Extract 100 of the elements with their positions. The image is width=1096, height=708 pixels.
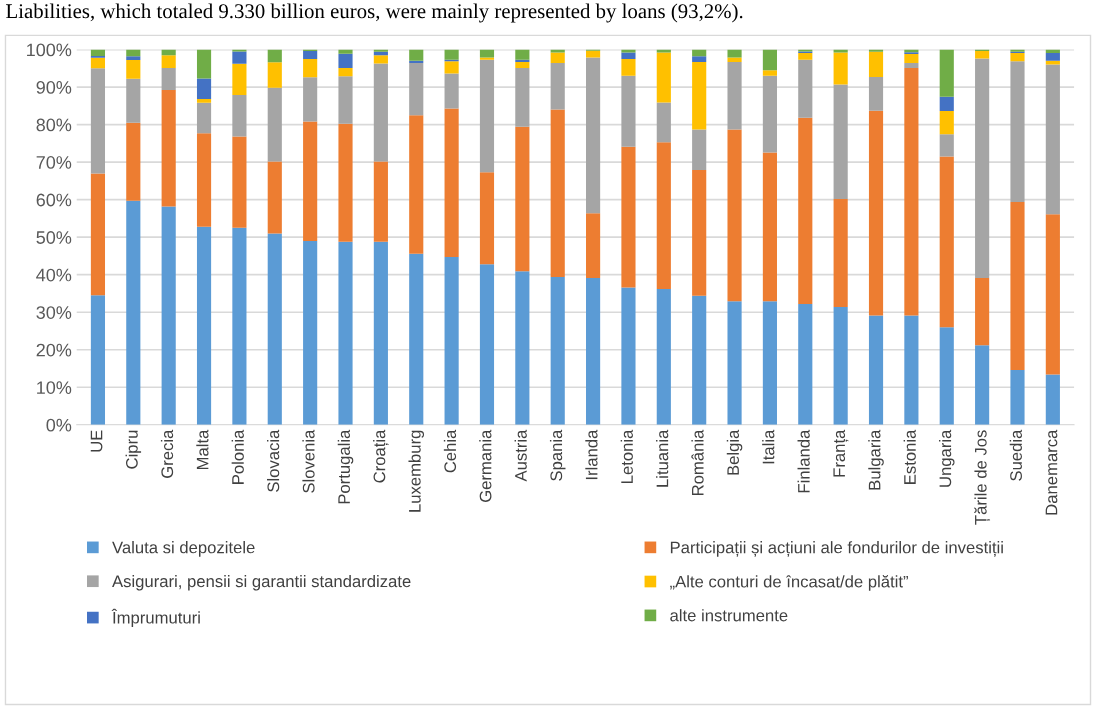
bar [90,57,106,69]
bar [338,76,353,124]
bar [161,55,176,68]
bar [232,227,247,425]
x-tick-label: Spania [549,429,566,481]
x-tick-label: Italia [762,429,775,464]
bar [833,52,848,85]
legend-label: Participații și acțiuni ale fondurilor de investiții [670,541,1003,557]
bar [303,240,318,425]
bar [904,63,919,68]
bar [798,52,813,60]
bar [833,84,848,199]
bar [515,67,530,127]
bar [550,276,565,425]
legend-label: „Alte conturi de încasat/de plătit” [670,575,908,591]
bar [126,78,141,123]
x-tick-label: Cipru [125,430,142,469]
bar [232,63,247,95]
bar [515,61,530,68]
bar [833,49,848,53]
bar [479,57,495,60]
bar [868,76,884,111]
bar [444,108,459,258]
bar [692,170,707,296]
bar [126,60,141,79]
bar [586,278,601,425]
bar [1010,52,1025,62]
bar [90,295,106,425]
bar [515,49,530,60]
bar [939,111,954,135]
x-tick-label: România [691,429,704,495]
y-tick-label: 10% [37,381,72,394]
bar [975,51,990,59]
y-tick-label: 50% [36,231,72,244]
x-tick-label: Germania [479,429,492,502]
bar [939,96,954,112]
x-tick-label: Țările de Jos [974,430,991,525]
bar [373,241,388,425]
bar [550,52,565,64]
bar [267,49,282,63]
bar [90,173,106,296]
bar [727,129,742,302]
x-tick-label: Finlanda [797,429,810,493]
y-tick-label: 0% [46,418,72,432]
bar [373,63,388,162]
bar [338,241,353,425]
x-tick-label: Estonia [903,429,916,484]
bar [267,161,282,234]
bar [833,306,848,425]
bar [621,287,636,425]
bar [550,109,565,277]
bar [798,59,813,118]
bar [444,49,459,60]
bar [1010,201,1025,371]
bar [161,206,176,425]
bar [1045,214,1060,375]
bar [621,146,636,288]
bar [1045,52,1060,61]
bar [161,90,176,207]
bar [232,136,247,228]
bar [868,51,884,77]
bar [904,54,919,64]
bar [196,49,212,79]
bar [303,77,318,122]
bar [727,301,742,425]
bar [656,288,671,425]
bar [762,49,777,71]
bar [692,295,707,425]
bar [550,63,565,110]
bar [975,58,990,279]
legend-label: alte instrumente [670,609,788,622]
x-tick-label: Belgia [726,429,743,475]
bar [196,133,212,227]
bar [267,62,282,88]
bar [338,49,353,54]
y-tick-label: 90% [36,81,72,94]
bar [762,301,777,425]
x-tick-label: Bulgaria [868,429,884,490]
bar [621,58,636,76]
x-tick-label: Polonia [231,429,244,484]
bar [196,102,212,134]
bar [656,52,671,103]
bar [1010,370,1025,425]
bar [762,152,777,302]
bar [479,59,495,173]
bar [196,99,212,103]
text: Liabilities, which totaled 9.330 billion euros, were mainly represented by loans (93,2%). [6,3,743,23]
x-tick-label: Irlanda [585,429,598,480]
legend-label: Împrumuturi [111,608,200,627]
bar [1045,64,1060,215]
bar [126,122,141,201]
x-tick-label: Slovacia [267,429,280,492]
bar [515,271,530,425]
bar [621,52,636,59]
bar [798,117,813,304]
bar [692,61,707,130]
bar [975,345,990,425]
bar [656,49,671,53]
bar [1045,60,1060,65]
bar [868,110,884,316]
